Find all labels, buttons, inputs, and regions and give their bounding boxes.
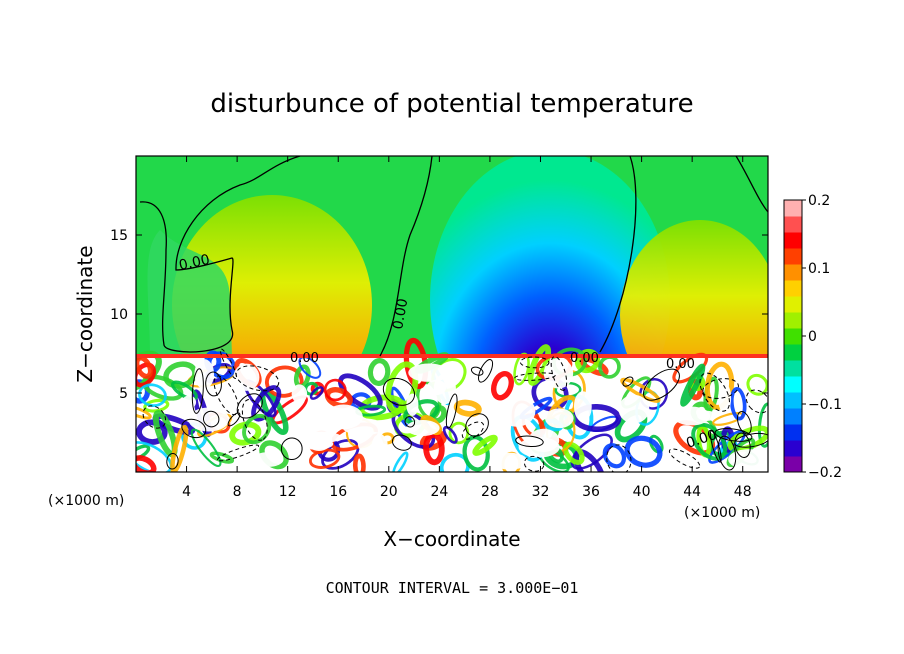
colorbar-swatch	[784, 296, 802, 313]
x-tick-label: 8	[233, 484, 242, 500]
x-tick-label: 4	[182, 484, 191, 500]
colorbar-swatch	[784, 408, 802, 425]
colorbar-tick-label: 0	[808, 329, 817, 345]
x-tick-label: 12	[279, 484, 297, 500]
colorbar-swatch	[784, 392, 802, 409]
contour-label: 0.00	[390, 297, 411, 330]
colorbar-tick-label: −0.2	[808, 465, 842, 481]
x-axis: 4 8 12 16 20 24 28 32 36 40 44 48	[182, 156, 752, 500]
green-plume	[147, 230, 232, 356]
colorbar-swatch	[784, 248, 802, 265]
contour-line	[139, 156, 301, 353]
x-tick-label: 28	[481, 484, 499, 500]
colorbar-swatch	[784, 280, 802, 297]
contour-line	[599, 156, 637, 353]
contour-label: 0.00	[290, 351, 319, 366]
contour-line	[379, 156, 433, 357]
colorbar-swatch	[784, 264, 802, 281]
colorbar-swatch	[784, 344, 802, 361]
x-tick-label: 44	[683, 484, 701, 500]
x-tick-label: 32	[532, 484, 550, 500]
contour-label: 0.00	[178, 252, 212, 274]
colorbar-swatch	[784, 232, 802, 249]
y-axis-label: Z−coordinate	[73, 245, 97, 382]
contour-label: 0.00	[570, 351, 599, 366]
colorbar-swatch	[784, 328, 802, 345]
x-tick-label: 48	[734, 484, 752, 500]
x-unit-left: (×1000 m)	[48, 493, 124, 509]
colorbar-tick-label: 0.1	[808, 261, 830, 277]
contour-line	[735, 156, 768, 213]
colorbar-swatch	[784, 360, 802, 377]
x-tick-label: 16	[329, 484, 347, 500]
y-axis: 5 10 15	[110, 228, 768, 402]
y-tick-label: 15	[110, 228, 128, 244]
contour-label: 0.00	[666, 357, 695, 372]
x-tick-label: 36	[582, 484, 600, 500]
x-axis-label: X−coordinate	[383, 527, 520, 551]
field-image	[136, 156, 768, 472]
colorbar-swatch	[784, 424, 802, 441]
colorbar-tick-label: 0.2	[808, 193, 830, 209]
x-tick-label: 24	[430, 484, 448, 500]
x-tick-label: 20	[380, 484, 398, 500]
colorbar-swatch	[784, 200, 802, 217]
y-tick-label: 5	[119, 386, 128, 402]
x-tick-label: 40	[633, 484, 651, 500]
colorbar-swatch	[784, 312, 802, 329]
colorbar-swatch	[784, 216, 802, 233]
chart-title: disturbunce of potential temperature	[210, 89, 693, 119]
colorbar-swatch	[784, 456, 802, 473]
colorbar-swatch	[784, 440, 802, 457]
x-unit-right: (×1000 m)	[684, 505, 760, 521]
colorbar-tick-label: −0.1	[808, 397, 842, 413]
colorbar-swatch	[784, 376, 802, 393]
y-tick-label: 10	[110, 307, 128, 323]
contour-interval-footer: CONTOUR INTERVAL = 3.000E−01	[326, 579, 579, 597]
colorbar: 0.2 0.1 0 −0.1 −0.2	[783, 193, 842, 481]
